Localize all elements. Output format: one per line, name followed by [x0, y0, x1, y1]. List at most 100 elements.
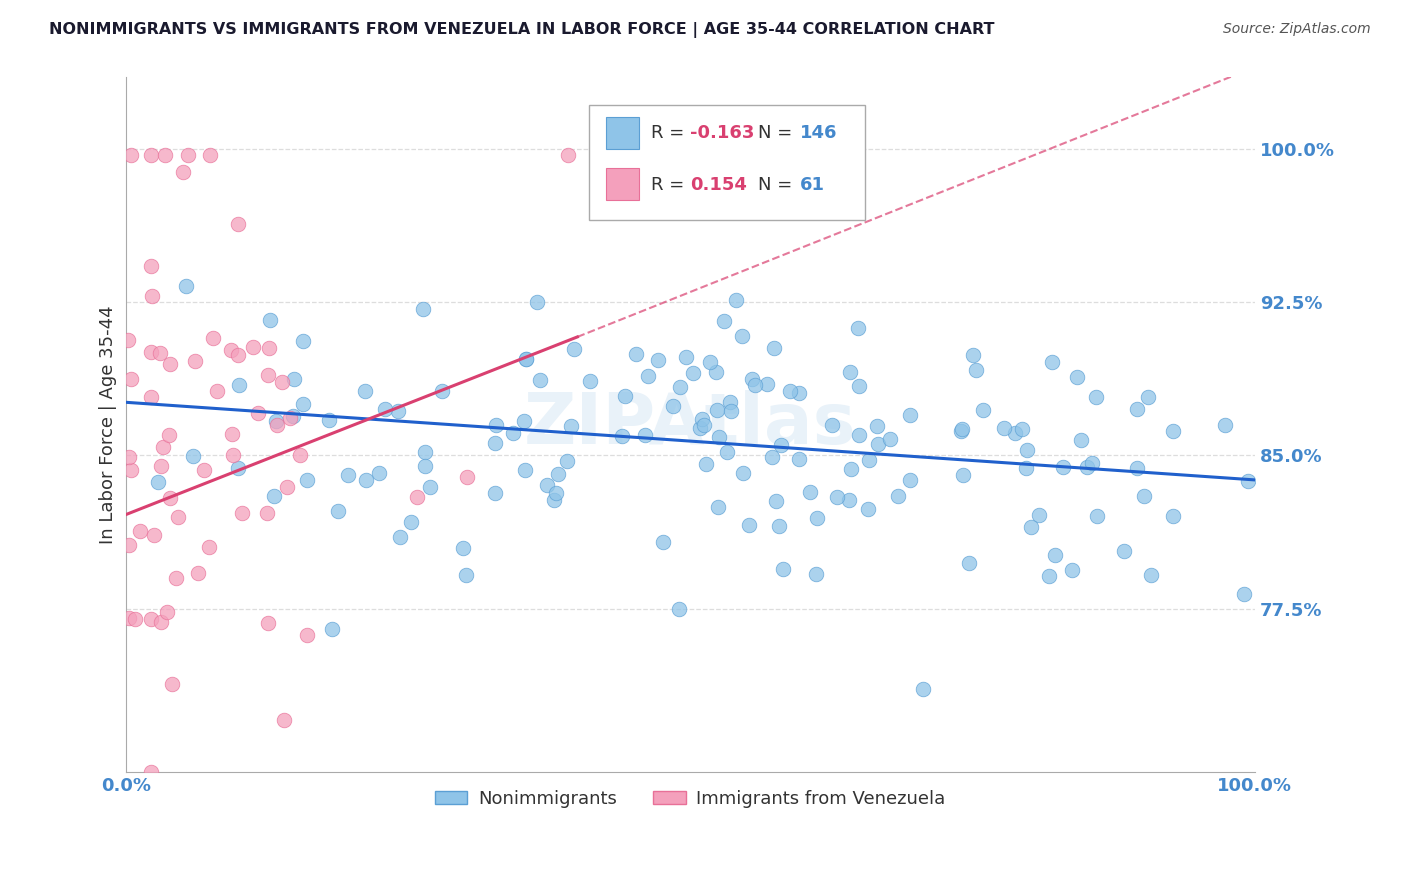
Point — [295, 473, 318, 487]
Point — [682, 366, 704, 380]
Point — [713, 314, 735, 328]
Point — [526, 295, 548, 310]
Point — [693, 417, 716, 432]
Point — [1085, 509, 1108, 524]
Point — [353, 384, 375, 398]
Point — [652, 535, 675, 549]
Point — [326, 504, 349, 518]
Text: R =: R = — [651, 124, 690, 142]
Point — [337, 468, 360, 483]
Point — [515, 351, 537, 366]
Point — [579, 374, 602, 388]
Point — [156, 605, 179, 619]
Point — [149, 615, 172, 630]
Point — [838, 493, 860, 508]
Point — [485, 417, 508, 432]
Point — [1017, 443, 1039, 458]
Point — [139, 260, 162, 274]
Point — [614, 389, 637, 403]
Point — [155, 148, 177, 162]
Point — [695, 457, 717, 471]
Point — [706, 500, 728, 514]
Point — [1114, 544, 1136, 558]
Point — [177, 148, 200, 162]
Point — [283, 372, 305, 386]
Point — [547, 467, 569, 481]
Point — [806, 510, 828, 524]
Point — [367, 467, 389, 481]
Point — [242, 340, 264, 354]
Point — [950, 422, 973, 436]
Point — [557, 148, 579, 162]
Legend: Nonimmigrants, Immigrants from Venezuela: Nonimmigrants, Immigrants from Venezuela — [427, 782, 953, 815]
Point — [219, 343, 242, 358]
Point — [197, 540, 219, 554]
Point — [879, 432, 901, 446]
Point — [1062, 563, 1084, 577]
Point — [768, 519, 790, 533]
Point — [612, 429, 634, 443]
Point — [278, 411, 301, 425]
Text: -0.163: -0.163 — [690, 124, 755, 142]
Point — [858, 452, 880, 467]
Point — [432, 384, 454, 398]
Point — [546, 486, 568, 500]
Point — [707, 430, 730, 444]
Point — [226, 217, 249, 231]
Point — [149, 346, 172, 360]
Point — [741, 372, 763, 386]
Point — [146, 475, 169, 489]
Point — [139, 148, 162, 162]
Point — [120, 148, 142, 162]
Point — [456, 568, 478, 582]
Point — [484, 486, 506, 500]
Point — [205, 384, 228, 398]
Y-axis label: In Labor Force | Age 35-44: In Labor Force | Age 35-44 — [100, 305, 117, 544]
Point — [291, 397, 314, 411]
Point — [172, 165, 194, 179]
Point — [321, 622, 343, 636]
Point — [181, 449, 204, 463]
Point — [259, 313, 281, 327]
Point — [804, 567, 827, 582]
Point — [283, 409, 305, 423]
Point — [484, 436, 506, 450]
Point — [706, 403, 728, 417]
Point — [139, 765, 162, 780]
Point — [1021, 520, 1043, 534]
Point — [637, 368, 659, 383]
Point — [848, 428, 870, 442]
Point — [799, 485, 821, 500]
Point — [668, 601, 690, 615]
Point — [124, 612, 146, 626]
Point — [647, 353, 669, 368]
Point — [846, 321, 869, 335]
Point — [513, 463, 536, 477]
Point — [256, 615, 278, 630]
Point — [744, 377, 766, 392]
Point — [502, 426, 524, 441]
Point — [512, 414, 534, 428]
Point — [401, 515, 423, 529]
Point — [118, 611, 141, 625]
Point — [950, 424, 973, 438]
Text: 146: 146 — [800, 124, 838, 142]
Text: N =: N = — [758, 176, 799, 194]
Point — [1004, 425, 1026, 440]
Point — [270, 375, 292, 389]
Text: 61: 61 — [800, 176, 825, 194]
Point — [720, 404, 742, 418]
Point — [787, 451, 810, 466]
Point — [388, 529, 411, 543]
Point — [1232, 587, 1254, 601]
Point — [848, 378, 870, 392]
Point — [825, 490, 848, 504]
Point — [167, 509, 190, 524]
Point — [288, 448, 311, 462]
Point — [1028, 508, 1050, 522]
Point — [779, 384, 801, 399]
Point — [957, 556, 980, 570]
Point — [1070, 433, 1092, 447]
Point — [406, 490, 429, 504]
Point — [536, 478, 558, 492]
